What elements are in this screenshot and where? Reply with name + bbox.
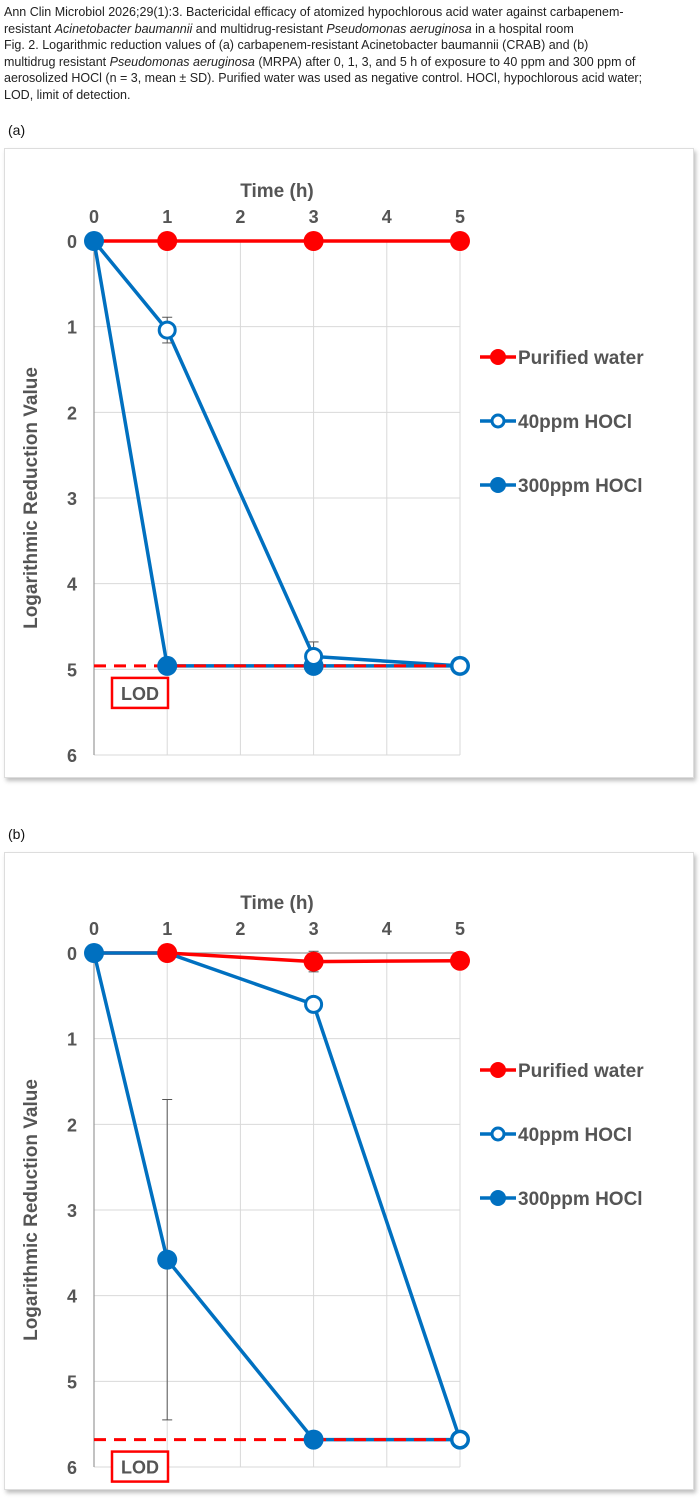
x-tick-label: 0 (89, 207, 99, 227)
caption-italic: Pseudomonas aeruginosa (109, 54, 255, 69)
legend-label: 300ppm HOCl (518, 476, 643, 497)
legend-marker (490, 1126, 506, 1142)
caption-text: in a hospital room (471, 21, 574, 36)
legend-label: 40ppm HOCl (518, 1125, 632, 1146)
data-point (450, 950, 470, 971)
y-axis-title: Logarithmic Reduction Value (21, 367, 42, 629)
x-tick-label: 4 (382, 919, 392, 939)
x-tick-label: 2 (235, 919, 245, 939)
y-tick-label: 1 (67, 1030, 77, 1050)
y-tick-label: 3 (67, 489, 77, 509)
data-point (157, 1249, 178, 1270)
y-tick-label: 2 (67, 403, 77, 423)
x-tick-label: 5 (455, 919, 465, 939)
legend-marker (490, 413, 506, 429)
caption-line: aerosolized HOCl (n = 3, mean ± SD). Pur… (4, 71, 643, 85)
legend-marker (490, 1062, 506, 1078)
y-tick-label: 5 (67, 660, 77, 680)
legend-label: 40ppm HOCl (518, 412, 632, 433)
data-point (450, 231, 470, 251)
data-point (303, 1429, 324, 1450)
x-axis-title: Time (h) (240, 181, 314, 202)
x-tick-label: 4 (382, 207, 392, 227)
y-tick-label: 0 (67, 944, 77, 964)
data-point (304, 646, 324, 666)
x-tick-label: 1 (162, 207, 172, 227)
y-tick-label: 5 (67, 1372, 77, 1392)
caption-text: and multidrug-resistant (192, 21, 327, 36)
x-tick-label: 3 (309, 207, 319, 227)
caption-line: Ann Clin Microbiol 2026;29(1):3. Bacteri… (4, 5, 624, 19)
data-point (303, 231, 324, 251)
caption-line: LOD, limit of detection. (4, 87, 131, 102)
series-line-40ppm-hocl (94, 951, 462, 1441)
lod-label: LOD (121, 1458, 159, 1478)
data-point (450, 1430, 470, 1450)
caption-text: (MRPA) after 0, 1, 3, and 5 h of exposur… (254, 54, 636, 69)
panel-label-a: (a) (8, 122, 26, 138)
panel-label-b: (b) (8, 826, 26, 842)
y-tick-label: 6 (67, 1458, 77, 1478)
y-axis-title: Logarithmic Reduction Value (21, 1079, 42, 1341)
y-tick-label: 6 (67, 746, 77, 766)
lod-label-box (110, 676, 170, 710)
caption-line: Fig. 2. Logarithmic reduction values of … (4, 38, 589, 52)
x-axis-title: Time (h) (240, 893, 314, 914)
lod-label-box (110, 1450, 170, 1483)
series-line-300ppm-hocl (92, 240, 460, 668)
figure-caption: Ann Clin Microbiol 2026;29(1):3. Bacteri… (4, 4, 696, 103)
chart-a: 0 1 2 3 4 5 6 0 1 2 3 4 5 Time (h) Logarithmic Reducti… (21, 181, 644, 766)
data-point (303, 951, 324, 972)
y-tick-label: 0 (67, 232, 77, 252)
caption-italic: Pseudomonas aeruginosa (326, 21, 472, 36)
y-tick-label: 4 (67, 1287, 77, 1307)
legend-marker (490, 477, 506, 493)
x-tick-label: 5 (455, 207, 465, 227)
caption-italic: Acinetobacter baumannii (54, 21, 193, 36)
data-point (157, 320, 177, 340)
x-tick-label: 2 (235, 207, 245, 227)
y-tick-label: 3 (67, 1201, 77, 1221)
caption-text: resistant (4, 21, 55, 36)
data-point (157, 655, 178, 676)
series-line-40ppm-hocl (92, 239, 461, 668)
data-point (157, 943, 178, 963)
x-tick-label: 1 (162, 919, 172, 939)
caption-text: multidrug resistant (4, 54, 110, 69)
y-tick-label: 2 (67, 1115, 77, 1135)
data-point (450, 656, 470, 676)
legend-label: Purified water (518, 348, 644, 369)
legend-marker (490, 1190, 506, 1206)
y-tick-label: 4 (67, 575, 77, 595)
y-tick-label: 1 (67, 318, 77, 338)
lod-label: LOD (121, 684, 159, 704)
data-point (157, 231, 178, 251)
chart-frame-a: 0 1 2 3 4 5 6 0 1 2 3 4 5 Time (h) Logarithmic Reducti… (4, 148, 694, 778)
data-point (84, 231, 104, 251)
legend-label: Purified water (518, 1061, 644, 1082)
data-point (304, 994, 324, 1014)
x-tick-label: 3 (309, 919, 319, 939)
chart-frame-b: 0 1 2 3 4 5 6 0 1 2 3 4 5 Time (h) Logarithmic Reducti… (4, 852, 694, 1490)
x-tick-label: 0 (89, 919, 99, 939)
chart-b: 0 1 2 3 4 5 6 0 1 2 3 4 5 Time (h) Logarithmic Reducti… (21, 893, 644, 1483)
series-line-300ppm-hocl (92, 952, 460, 1442)
legend-marker (490, 349, 506, 365)
legend-label: 300ppm HOCl (518, 1189, 643, 1210)
data-point (84, 943, 104, 963)
